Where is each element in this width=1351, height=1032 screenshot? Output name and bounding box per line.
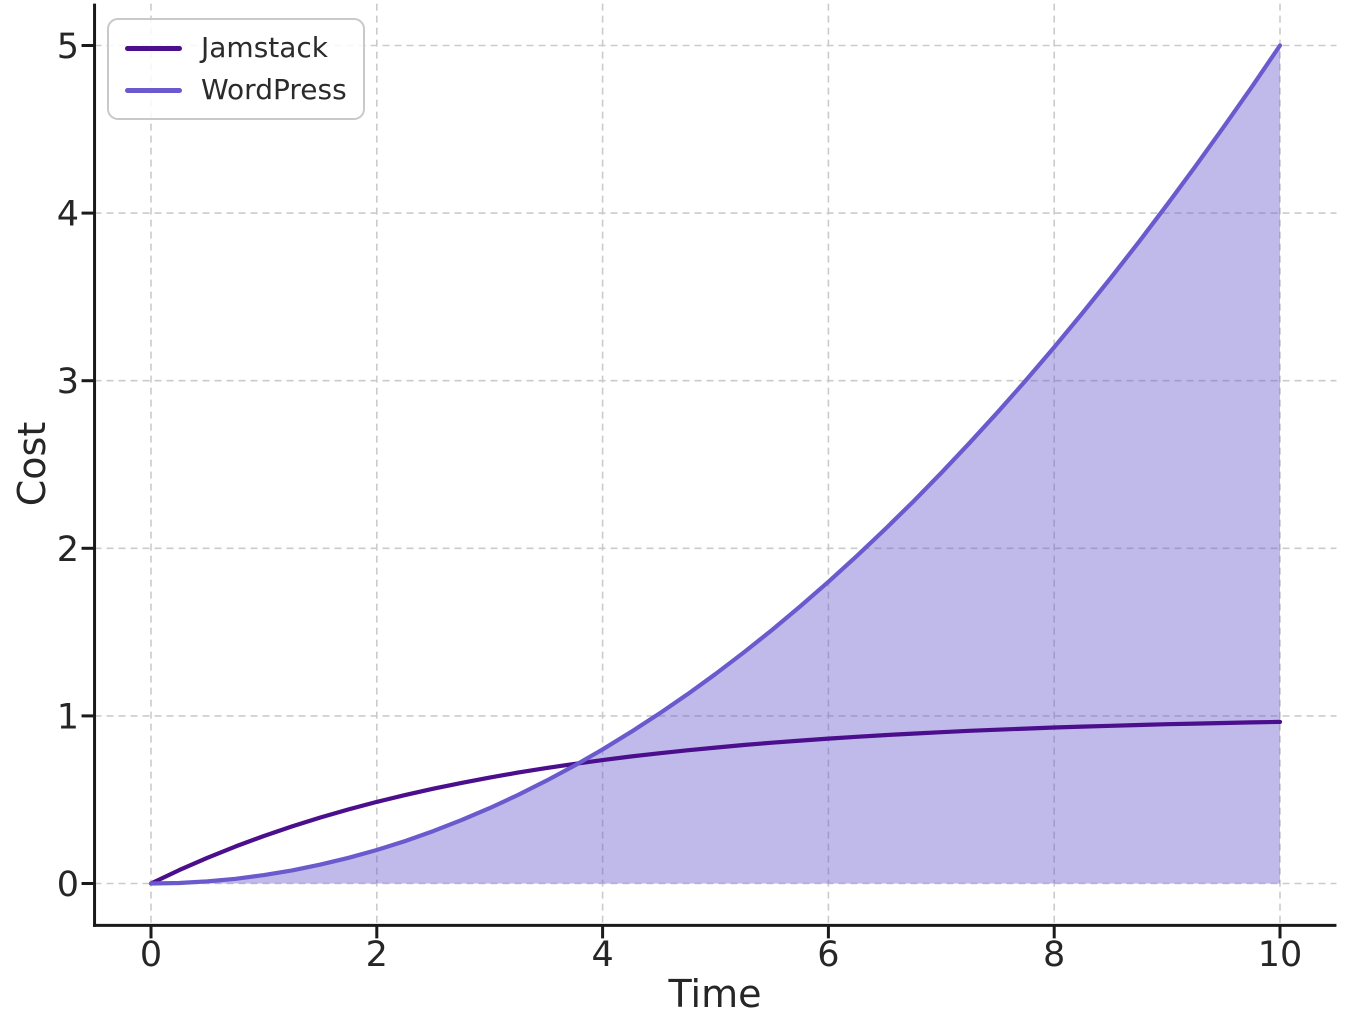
tick-marks (81, 44, 1282, 939)
x-tick-label-4: 4 (591, 935, 613, 975)
area-fill-wordpress (151, 45, 1280, 884)
area-fill-layer (151, 45, 1280, 884)
legend-label-jamstack: Jamstack (201, 31, 329, 64)
x-tick-label-10: 10 (1258, 935, 1303, 975)
legend-item-jamstack: Jamstack (125, 27, 347, 69)
y-tick-label-1: 1 (57, 697, 79, 737)
y-tick-label-5: 5 (57, 27, 79, 67)
grid-layer (94, 3, 1337, 926)
axes-spines (93, 3, 1337, 927)
x-tick-label-8: 8 (1043, 935, 1065, 975)
legend-swatch-wordpress-line (125, 87, 182, 93)
series-line-jamstack (148, 719, 1283, 886)
tick-labels: 0 2 4 6 8 10 0 1 2 3 4 5 (57, 27, 1303, 975)
y-tick-label-4: 4 (57, 195, 79, 235)
y-axis-label: Cost (10, 422, 54, 506)
y-tick-label-2: 2 (57, 530, 79, 570)
x-axis-label: Time (668, 972, 762, 1016)
legend: Jamstack WordPress (107, 18, 365, 120)
x-tick-label-2: 2 (366, 935, 388, 975)
legend-swatch-jamstack-line (125, 45, 182, 51)
legend-item-wordpress: WordPress (125, 69, 347, 111)
series-line-wordpress (148, 43, 1283, 886)
y-tick-label-3: 3 (57, 362, 79, 402)
y-tick-label-0: 0 (57, 865, 79, 905)
series-lines-layer (148, 43, 1283, 886)
x-tick-label-6: 6 (817, 935, 839, 975)
x-tick-label-0: 0 (140, 935, 162, 975)
legend-label-wordpress: WordPress (201, 73, 347, 106)
